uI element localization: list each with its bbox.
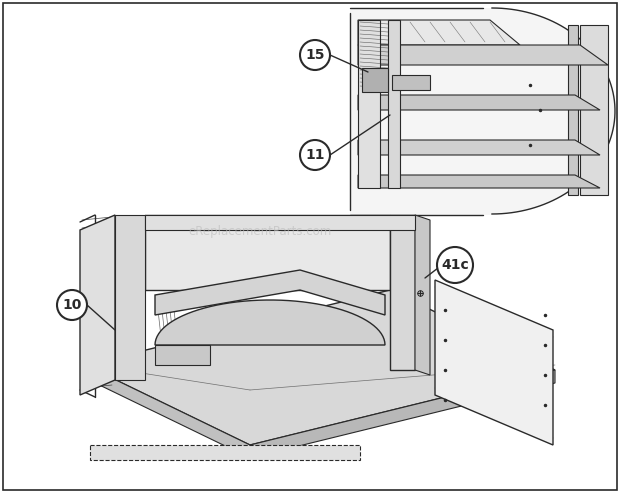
Polygon shape <box>358 95 600 110</box>
Polygon shape <box>145 215 390 290</box>
Text: 10: 10 <box>63 298 82 312</box>
Polygon shape <box>155 270 385 315</box>
Circle shape <box>300 40 330 70</box>
Polygon shape <box>155 300 385 345</box>
Polygon shape <box>115 215 145 380</box>
Polygon shape <box>358 45 608 65</box>
Circle shape <box>57 290 87 320</box>
Circle shape <box>159 369 164 375</box>
Polygon shape <box>358 20 380 188</box>
Circle shape <box>367 149 373 155</box>
Polygon shape <box>105 368 140 378</box>
Polygon shape <box>415 215 430 375</box>
Polygon shape <box>145 215 415 230</box>
Polygon shape <box>388 20 400 188</box>
Polygon shape <box>358 140 600 155</box>
Polygon shape <box>568 25 578 195</box>
Polygon shape <box>362 68 388 92</box>
Polygon shape <box>350 8 615 215</box>
Polygon shape <box>85 290 555 445</box>
Polygon shape <box>85 365 250 458</box>
Circle shape <box>177 373 182 378</box>
Polygon shape <box>392 75 430 90</box>
Polygon shape <box>435 280 553 445</box>
Polygon shape <box>390 215 415 370</box>
Text: 11: 11 <box>305 148 325 162</box>
Polygon shape <box>155 345 210 365</box>
Text: eReplacementParts.com: eReplacementParts.com <box>188 225 332 238</box>
Circle shape <box>367 127 373 133</box>
Circle shape <box>367 107 373 113</box>
Polygon shape <box>80 215 115 395</box>
Polygon shape <box>580 25 608 195</box>
Circle shape <box>300 140 330 170</box>
Circle shape <box>298 380 303 385</box>
Polygon shape <box>358 175 600 188</box>
Polygon shape <box>358 20 520 45</box>
Text: 41c: 41c <box>441 258 469 272</box>
Text: 15: 15 <box>305 48 325 62</box>
Circle shape <box>437 247 473 283</box>
Polygon shape <box>90 445 360 460</box>
Polygon shape <box>250 370 555 458</box>
